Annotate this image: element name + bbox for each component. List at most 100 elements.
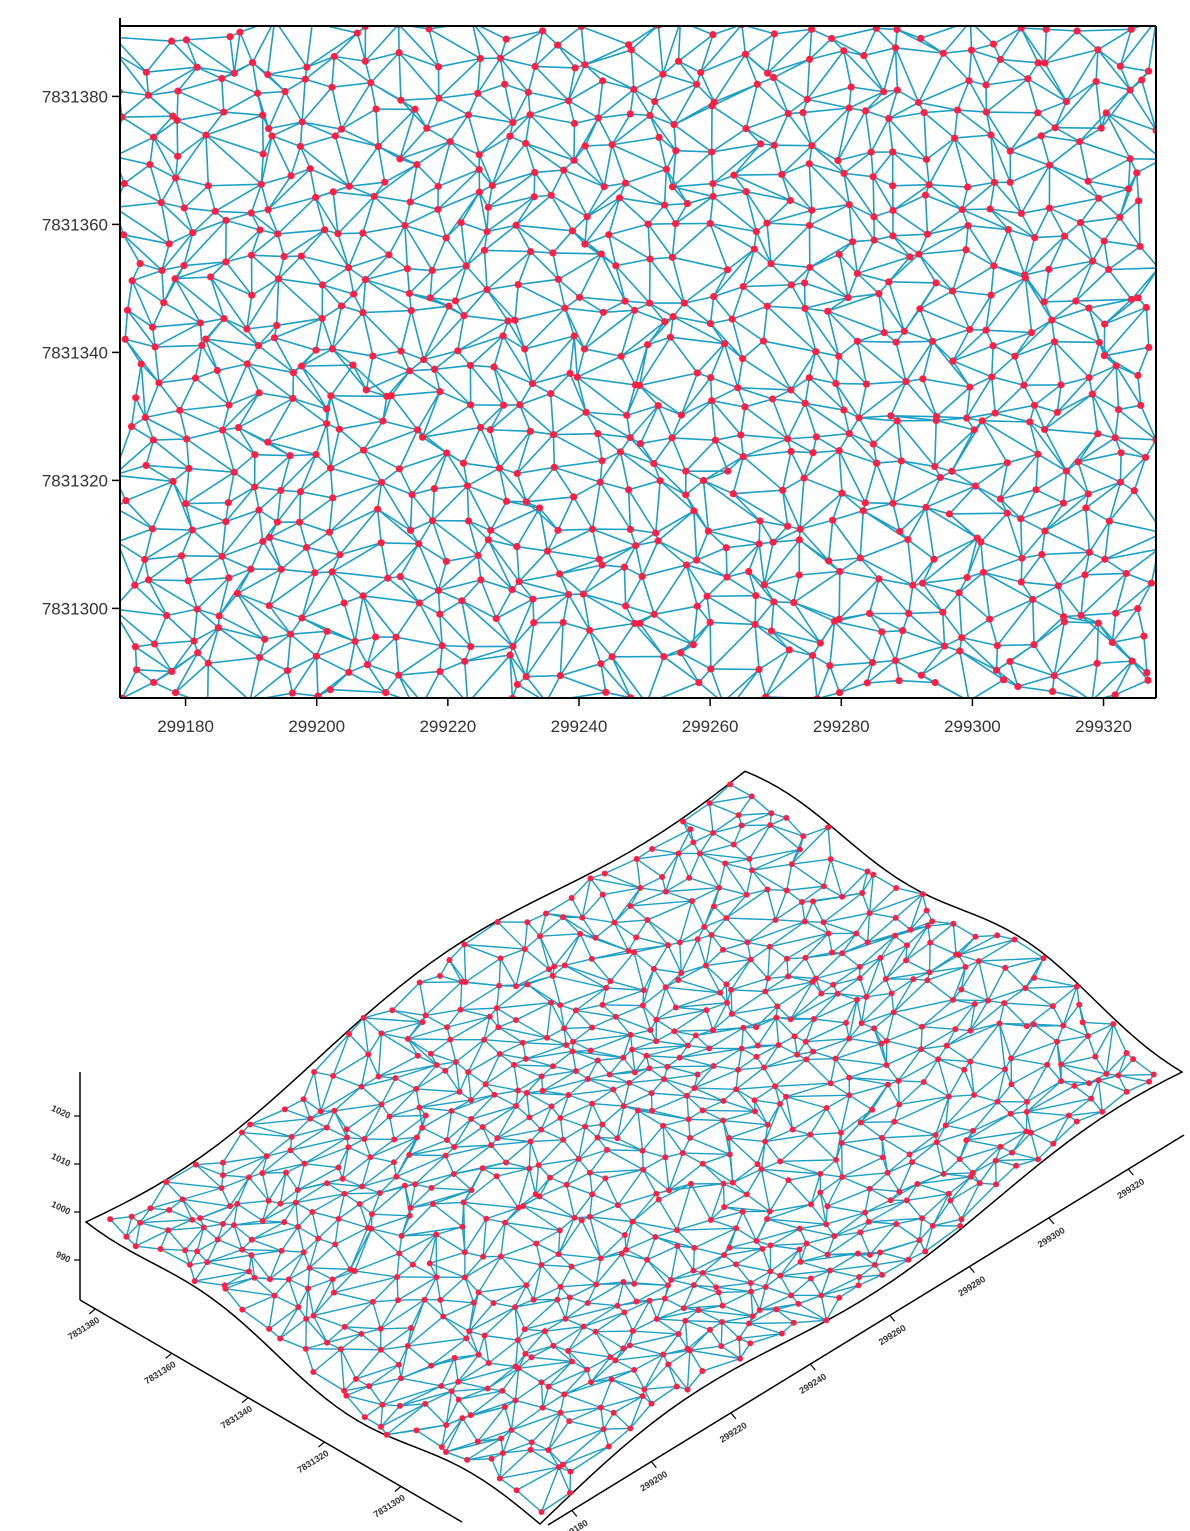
data-point [560, 166, 568, 174]
data-point [176, 406, 184, 414]
mesh-edge [796, 1041, 807, 1056]
mesh-edge [203, 1226, 219, 1241]
mesh-edge [372, 1299, 399, 1303]
mesh-edge [1040, 135, 1051, 166]
mesh-edge [343, 1390, 348, 1396]
mesh-edge [835, 1132, 842, 1161]
data-point [993, 642, 1001, 650]
mesh-edge [733, 843, 750, 860]
mesh-edge [725, 888, 768, 919]
mesh-edge [642, 1125, 664, 1152]
mesh-edge [1100, 89, 1131, 129]
data-point [564, 590, 573, 599]
data-point [142, 68, 150, 76]
mesh-edge [663, 169, 668, 206]
mesh-edge [641, 576, 655, 615]
data-point [693, 80, 701, 88]
mesh-edge [763, 340, 816, 353]
mesh-edge [948, 1094, 975, 1098]
mesh-edge [1054, 101, 1068, 128]
mesh-edge [472, 26, 482, 59]
surface-mesh-lines [109, 783, 1155, 1513]
mesh-edge [951, 249, 967, 292]
mesh-edge [123, 163, 151, 185]
mesh-edge [477, 555, 482, 580]
mesh-edge [185, 502, 227, 523]
data-point [779, 486, 787, 494]
data-point [1101, 555, 1109, 563]
mesh-edge [299, 145, 350, 187]
mesh-edge [1033, 644, 1055, 677]
mesh-edge [685, 564, 699, 607]
mesh-edge [553, 933, 581, 967]
mesh-edge [515, 1105, 530, 1118]
mesh-edge [1021, 581, 1059, 587]
mesh-edge [1020, 518, 1023, 559]
data-point [966, 383, 974, 391]
mesh-edge [945, 1096, 950, 1126]
mesh-edge [484, 1039, 523, 1044]
mesh-edge [431, 488, 436, 521]
mesh-edge [380, 1299, 399, 1330]
mesh-edge [630, 1029, 651, 1036]
mesh-edge [499, 983, 528, 987]
mesh-edge [491, 135, 511, 186]
mesh-edge [609, 1073, 630, 1084]
mesh-edge [585, 1123, 603, 1128]
mesh-edge [529, 113, 575, 125]
mesh-edge [978, 960, 989, 1001]
mesh-edge [309, 1110, 335, 1120]
mesh-edge [838, 355, 867, 385]
mesh-edge [729, 783, 753, 797]
mesh-edge [892, 151, 930, 186]
mesh-edge [809, 1107, 828, 1136]
mesh-edge [686, 1095, 690, 1120]
mesh-edge [261, 1172, 270, 1201]
mesh-edge [1014, 938, 1044, 959]
mesh-edge [766, 199, 791, 224]
mesh-edge [177, 66, 198, 92]
mesh-edge [754, 1099, 781, 1105]
mesh-edge [600, 1249, 627, 1260]
mesh-edge [482, 1105, 517, 1128]
mesh-edge [380, 542, 389, 579]
mesh-edge [892, 184, 930, 212]
data-point [573, 373, 581, 381]
mesh-edge [1057, 585, 1082, 616]
data-point [742, 125, 750, 133]
mesh-edge [304, 1162, 339, 1169]
mesh-edge [881, 1121, 895, 1139]
mesh-edge [733, 489, 783, 495]
mesh-edge [1097, 28, 1132, 51]
mesh-edge [762, 1244, 771, 1250]
mesh-edge [1009, 660, 1055, 677]
mesh-edge [703, 917, 727, 928]
data-point [401, 221, 409, 230]
data-point [547, 191, 555, 199]
data-point [511, 316, 519, 324]
mesh-edge [642, 1169, 670, 1191]
data-point [801, 304, 809, 312]
data-point [870, 213, 878, 221]
mesh-edge [1119, 216, 1141, 247]
mesh-edge [985, 111, 1011, 152]
mesh-edge [929, 183, 968, 188]
mesh-edge [445, 1414, 472, 1426]
mesh-edge [504, 1399, 516, 1408]
mesh-edge [306, 55, 335, 68]
mesh-edge [534, 44, 559, 68]
data-point [1105, 265, 1113, 274]
mesh-edge [737, 814, 743, 826]
data-point [155, 379, 163, 387]
data-point [847, 83, 855, 91]
mesh-edge [810, 1192, 821, 1205]
mesh-edge [771, 812, 787, 819]
mesh-edge [922, 378, 938, 417]
mesh-edge [918, 80, 970, 104]
mesh-edge [632, 1220, 678, 1231]
data-point [1114, 405, 1123, 414]
mesh-edge [153, 115, 174, 138]
mesh-edge [980, 541, 1023, 560]
data-point [917, 671, 925, 679]
mesh-edge [290, 453, 317, 457]
